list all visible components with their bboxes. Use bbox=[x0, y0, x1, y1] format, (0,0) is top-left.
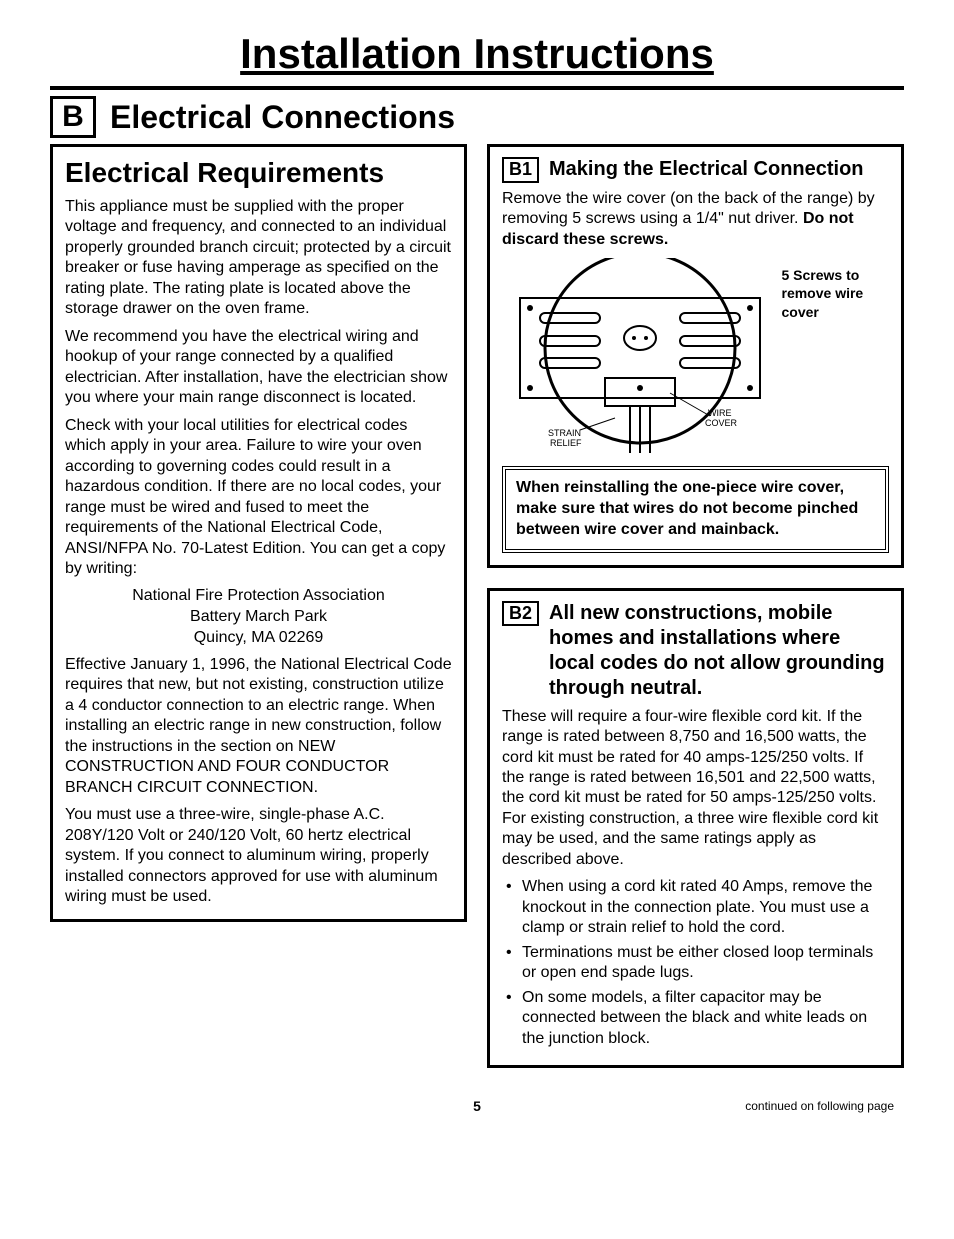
left-p5: You must use a three-wire, single-phase … bbox=[65, 805, 452, 907]
diag-strain-label: STRAIN bbox=[548, 428, 581, 438]
left-p1: This appliance must be supplied with the… bbox=[65, 197, 452, 320]
svg-text:COVER: COVER bbox=[705, 418, 738, 428]
section-letter-box: B bbox=[50, 96, 96, 138]
page-footer: 5 continued on following page bbox=[50, 1098, 904, 1114]
b1-p1: Remove the wire cover (on the back of th… bbox=[502, 189, 889, 250]
b2-header: B2 All new constructions, mobile homes a… bbox=[502, 601, 889, 701]
wire-cover-diagram: STRAIN RELIEF WIRE COVER 5 Screws to rem… bbox=[502, 258, 889, 458]
right-column: B1 Making the Electrical Connection Remo… bbox=[487, 144, 904, 1068]
diagram-svg: STRAIN RELIEF WIRE COVER bbox=[510, 258, 770, 458]
b2-panel: B2 All new constructions, mobile homes a… bbox=[487, 588, 904, 1069]
svg-text:RELIEF: RELIEF bbox=[550, 438, 582, 448]
b1-panel: B1 Making the Electrical Connection Remo… bbox=[487, 144, 904, 568]
b1-title: Making the Electrical Connection bbox=[549, 157, 864, 182]
addr-line-3: Quincy, MA 02269 bbox=[194, 629, 324, 646]
b2-box: B2 bbox=[502, 601, 539, 627]
b2-title: All new constructions, mobile homes and … bbox=[549, 601, 889, 701]
left-column: Electrical Requirements This appliance m… bbox=[50, 144, 467, 922]
b2-bullets: When using a cord kit rated 40 Amps, rem… bbox=[502, 877, 889, 1049]
continued-text: continued on following page bbox=[616, 1099, 894, 1113]
b2-bullet-3: On some models, a filter capacitor may b… bbox=[506, 988, 889, 1049]
b1-callout: When reinstalling the one-piece wire cov… bbox=[502, 466, 889, 552]
left-p4: Effective January 1, 1996, the National … bbox=[65, 655, 452, 798]
electrical-requirements-title: Electrical Requirements bbox=[65, 157, 452, 189]
addr-line-2: Battery March Park bbox=[190, 608, 327, 625]
b2-bullet-2: Terminations must be either closed loop … bbox=[506, 943, 889, 984]
page-title: Installation Instructions bbox=[50, 30, 904, 90]
b1-header: B1 Making the Electrical Connection bbox=[502, 157, 889, 183]
left-p2: We recommend you have the electrical wir… bbox=[65, 327, 452, 409]
section-title: Electrical Connections bbox=[110, 99, 455, 136]
addr-line-1: National Fire Protection Association bbox=[132, 587, 385, 604]
b1-box: B1 bbox=[502, 157, 539, 183]
b2-p1: These will require a four-wire flexible … bbox=[502, 707, 889, 871]
electrical-requirements-panel: Electrical Requirements This appliance m… bbox=[50, 144, 467, 922]
two-column-layout: Electrical Requirements This appliance m… bbox=[50, 144, 904, 1068]
page-number: 5 bbox=[338, 1098, 616, 1114]
b2-bullet-1: When using a cord kit rated 40 Amps, rem… bbox=[506, 877, 889, 938]
address-block: National Fire Protection Association Bat… bbox=[65, 586, 452, 648]
diag-wire-label: WIRE bbox=[708, 408, 732, 418]
diagram-side-label: 5 Screws to remove wire cover bbox=[782, 266, 882, 321]
left-p3: Check with your local utilities for elec… bbox=[65, 416, 452, 580]
section-header: B Electrical Connections bbox=[50, 96, 904, 138]
